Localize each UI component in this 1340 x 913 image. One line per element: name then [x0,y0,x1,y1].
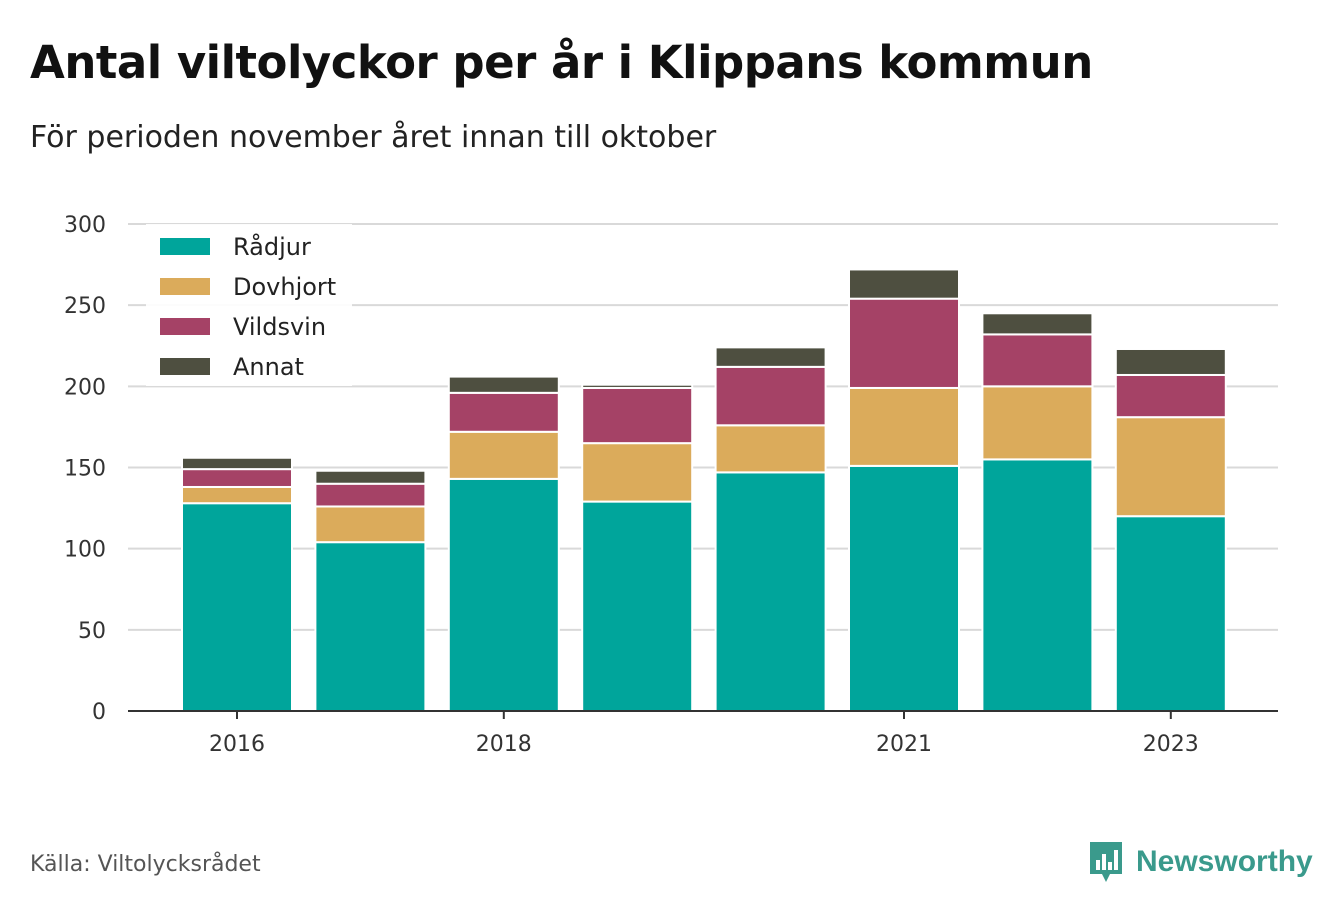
x-tick-label: 2016 [209,732,265,757]
brand-name: Newsworthy [1136,845,1313,878]
bar-segment [981,458,1094,712]
bar-segment [848,464,960,713]
y-tick-label: 150 [64,457,106,482]
bar-segment [314,505,427,544]
bar-chart-logo-icon [1090,842,1122,882]
bar-segment [848,386,960,467]
bar-segment [714,424,827,474]
page-title: Antal viltolyckor per år i Klippans komm… [30,36,1093,89]
legend-swatch [160,238,210,255]
legend-swatch [160,318,210,335]
bar-segment [1114,347,1227,376]
bar-segment [447,391,560,433]
x-tick-label: 2021 [876,732,932,757]
x-tick-label: 2018 [476,732,532,757]
bar-segment [181,485,293,505]
bar-segment [314,541,427,712]
bar-segment [581,500,694,712]
legend-label: Dovhjort [233,273,336,301]
bar-segment [314,469,427,485]
legend-swatch [160,278,210,295]
bar-segment [581,383,694,389]
y-tick-label: 0 [92,700,106,725]
bar-segment [1114,373,1227,419]
bar-segment [581,386,694,445]
bar-segment [981,312,1094,336]
bar-segment [848,268,960,300]
bar-segment [181,456,293,471]
y-tick-label: 100 [64,538,106,563]
bar-segment [714,365,827,427]
y-tick-label: 200 [64,375,106,400]
bar-segment [981,385,1094,461]
bar-segment [848,297,960,389]
y-tick-label: 50 [78,619,106,644]
legend-label: Vildsvin [233,313,326,341]
y-tick-label: 250 [64,294,106,319]
bar-segment [314,482,427,508]
page-subtitle: För perioden november året innan till ok… [30,120,717,155]
bar-segment [714,471,827,712]
bar-segment [181,468,293,488]
legend-label: Rådjur [233,232,311,261]
bar-segment [447,430,560,480]
bar-segment [581,442,694,503]
legend-label: Annat [233,353,304,381]
bar-segment [181,502,293,713]
bar-segment [447,477,560,713]
source-note: Källa: Viltolycksrådet [30,852,261,877]
bar-segment [1114,515,1227,713]
y-tick-label: 300 [64,213,106,238]
x-tick-label: 2023 [1143,732,1199,757]
brand-logo: Newsworthy [1088,840,1313,884]
bar-segment [1114,416,1227,518]
bar-segment [981,333,1094,388]
legend-swatch [160,358,210,375]
bar-segment [714,346,827,368]
bar-segment [447,375,560,394]
